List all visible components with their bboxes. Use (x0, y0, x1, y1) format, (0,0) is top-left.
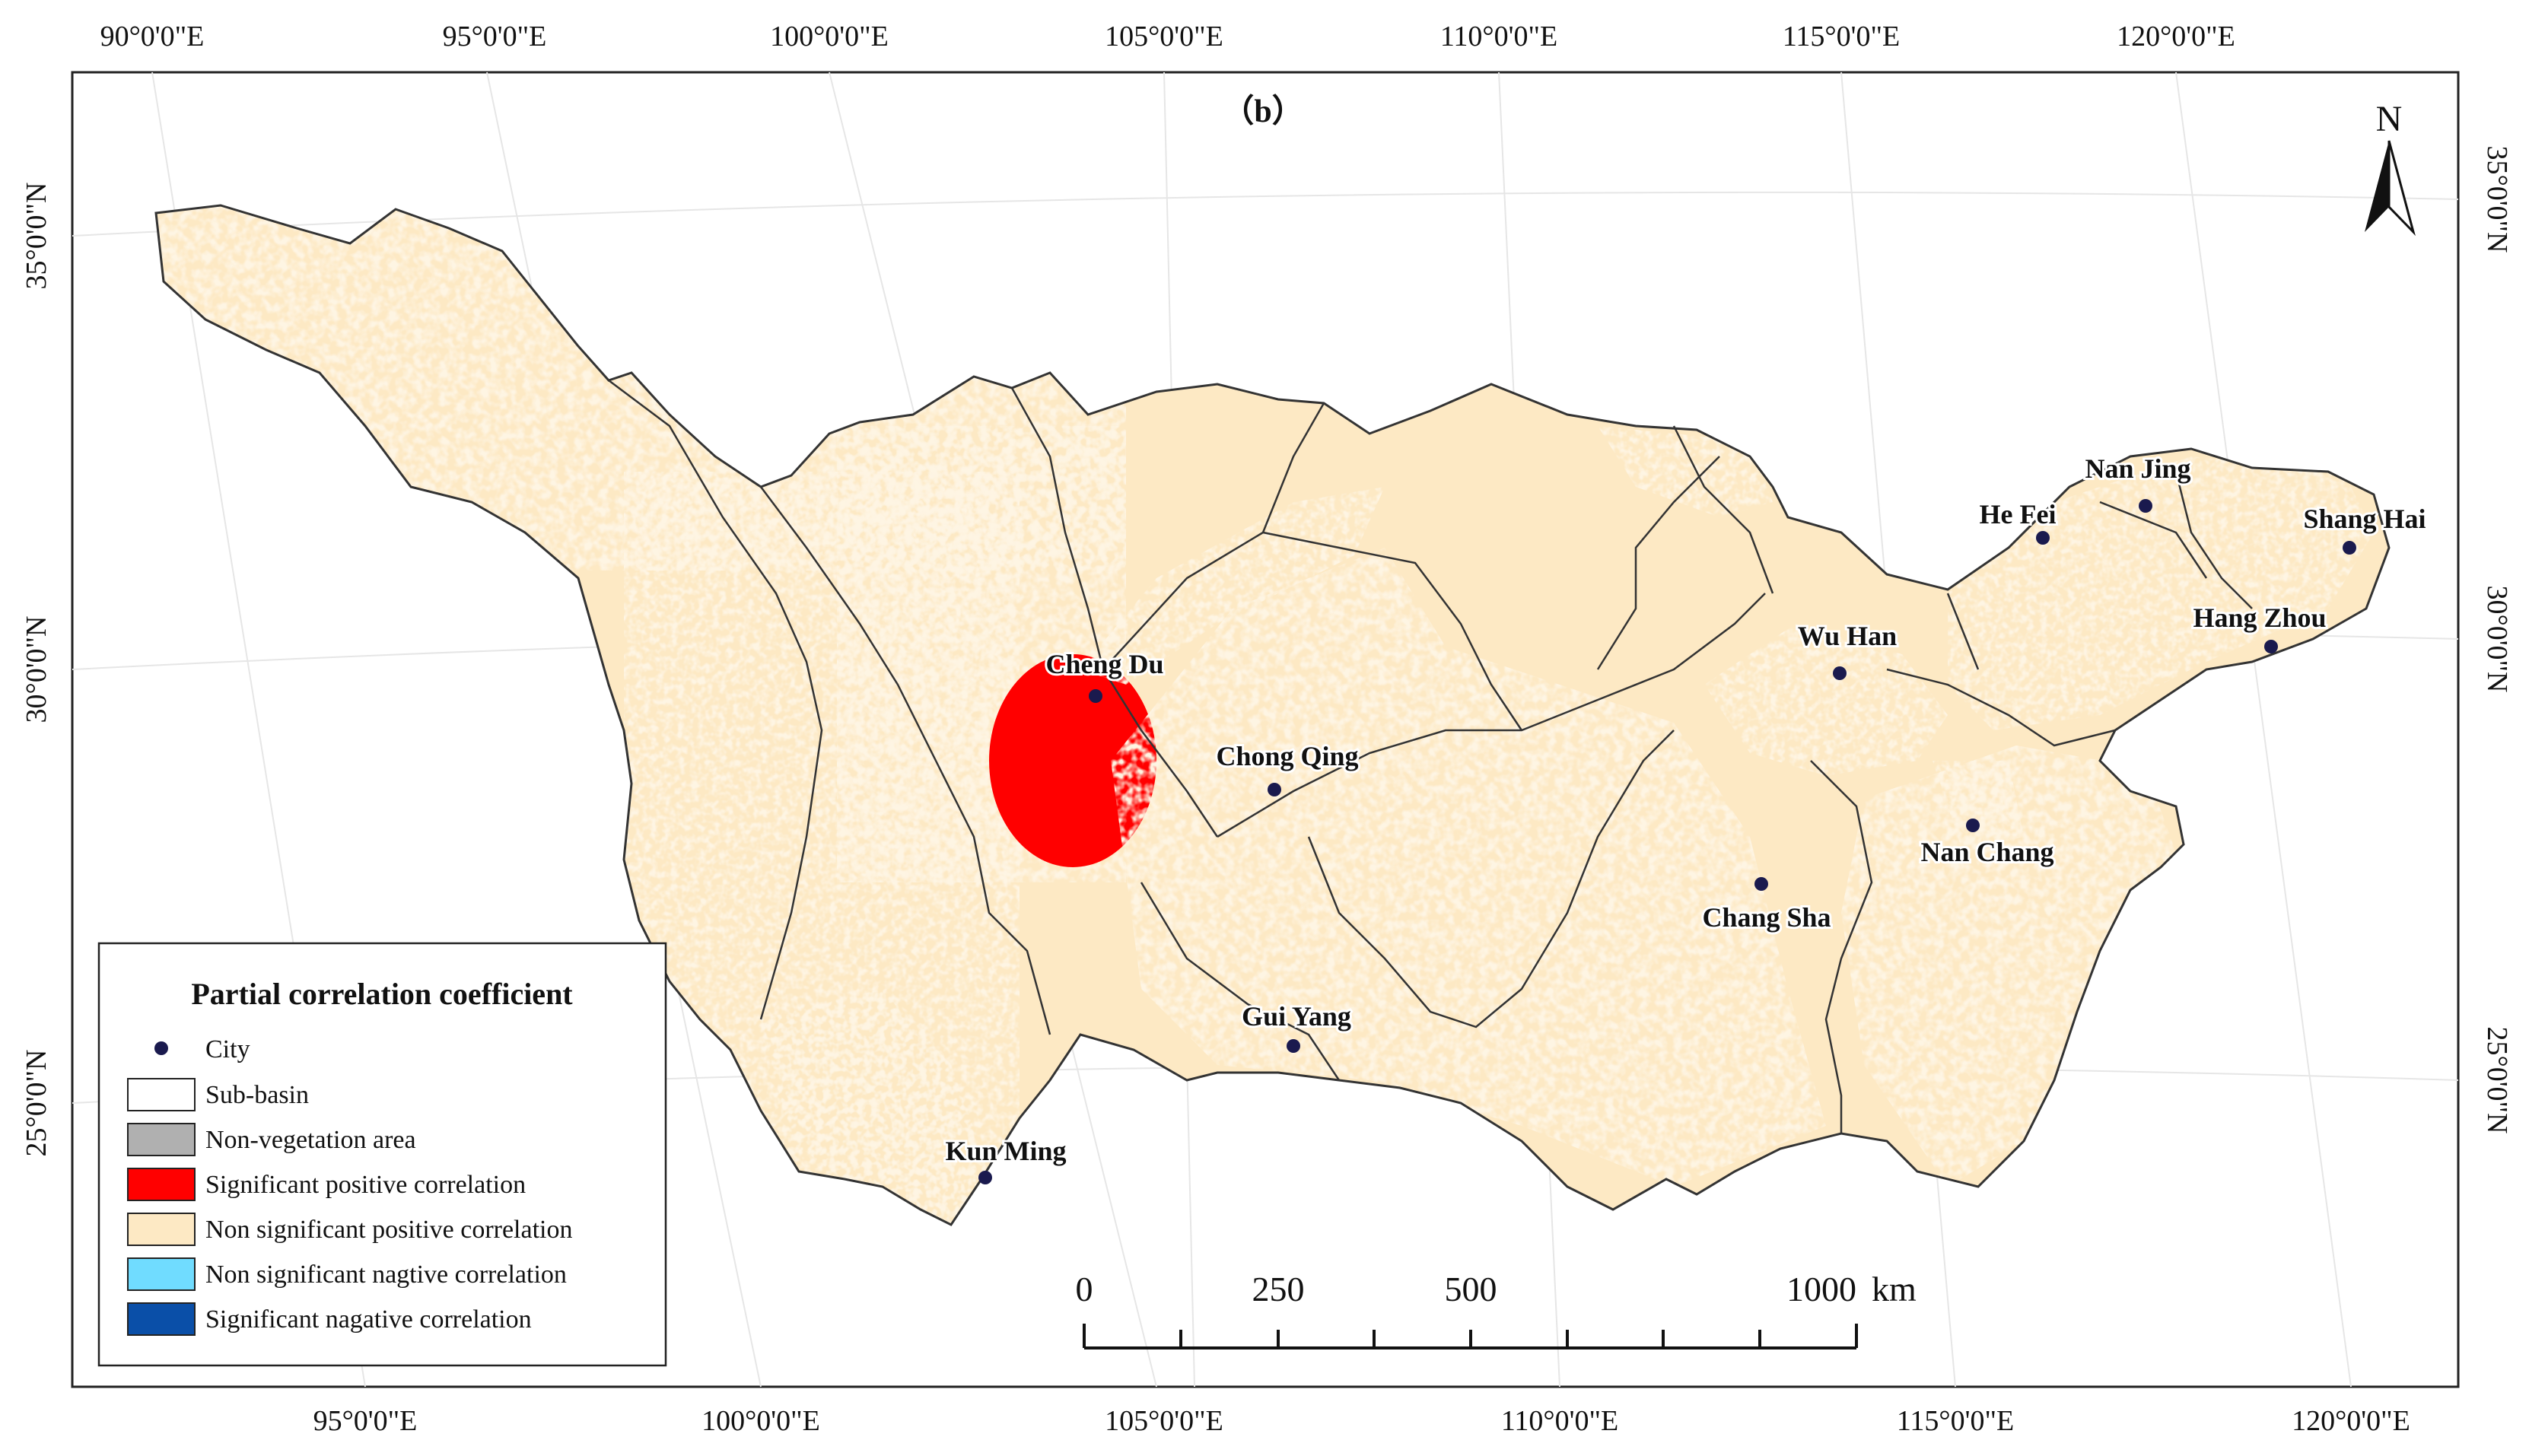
bottom-lon-label: 100°0'0"E (701, 1405, 820, 1437)
north-arrow-icon (2365, 141, 2389, 232)
city-nan-chang: Nan Chang (1918, 819, 2057, 869)
city-label: He Fei (1980, 499, 2057, 529)
legend-item-nonsig-positive: Non significant positive correlation (127, 1213, 573, 1246)
legend-item-label: Non significant nagtive correlation (205, 1260, 567, 1289)
top-lon-label: 90°0'0"E (100, 21, 205, 52)
city-chang-sha: Chang Sha (1700, 877, 1834, 935)
city-marker (1287, 1039, 1300, 1053)
city-marker (1089, 689, 1102, 703)
legend-item-sig-negative: Significant nagative correlation (127, 1302, 532, 1336)
panel-label: （b） (1222, 94, 1303, 129)
legend-item-sub-basin: Sub-basin (127, 1078, 309, 1111)
city-cheng-du: Cheng Du (1043, 647, 1166, 703)
city-dot-icon (154, 1041, 168, 1055)
legend-swatch (127, 1213, 196, 1246)
city-hang-zhou: Hang Zhou (2190, 600, 2329, 653)
city-marker (2343, 541, 2356, 555)
legend-swatch (127, 1257, 196, 1291)
city-label: Wu Han (1798, 621, 1897, 651)
city-marker (1268, 783, 1281, 796)
city-wu-han: Wu Han (1796, 618, 1899, 680)
bottom-lon-label: 105°0'0"E (1105, 1405, 1223, 1437)
city-label: Cheng Du (1045, 649, 1163, 679)
city-label: Nan Chang (1920, 837, 2053, 867)
scale-bar: 0 250 500 1000 km (1076, 1270, 1917, 1350)
legend-item-label: Sub-basin (205, 1081, 309, 1109)
right-lat-label: 25°0'0"N (2481, 1027, 2513, 1134)
sub-basin-boundaries (608, 380, 2253, 1133)
city-marker (1833, 666, 1847, 680)
scale-label-500: 500 (1445, 1270, 1497, 1308)
legend-swatch (127, 1168, 196, 1201)
city-label: Gui Yang (1242, 1001, 1351, 1032)
city-marker (2139, 499, 2152, 513)
city-label: Kun Ming (945, 1136, 1066, 1166)
scale-label-0: 0 (1076, 1270, 1093, 1308)
legend-swatch (127, 1123, 196, 1156)
city-label: Chong Qing (1216, 741, 1358, 771)
city-marker (2264, 640, 2278, 653)
city-marker (978, 1171, 992, 1184)
left-lat-label: 35°0'0"N (21, 183, 52, 290)
top-lon-label: 115°0'0"E (1783, 21, 1900, 52)
cities: Cheng Du Chong Qing Gui Yang Kun Ming Ch… (943, 451, 2429, 1184)
legend-swatch (127, 1302, 196, 1336)
legend-item-city: City (154, 1035, 250, 1063)
city-gui-yang: Gui Yang (1239, 999, 1354, 1053)
bottom-lon-label: 115°0'0"E (1897, 1405, 2014, 1437)
right-lat-label: 35°0'0"N (2481, 146, 2513, 253)
bottom-lon-label: 95°0'0"E (313, 1405, 418, 1437)
city-shang-hai: Shang Hai (2301, 501, 2429, 555)
city-marker (1754, 877, 1768, 891)
left-lat-label: 25°0'0"N (21, 1050, 52, 1157)
bottom-lon-labels: 95°0'0"E 100°0'0"E 105°0'0"E 110°0'0"E 1… (313, 1405, 2410, 1437)
top-lon-label: 120°0'0"E (2117, 21, 2235, 52)
legend-item-non-vegetation: Non-vegetation area (127, 1123, 416, 1156)
right-lat-label: 30°0'0"N (2481, 586, 2513, 693)
city-nan-jing: Nan Jing (2082, 451, 2193, 513)
legend-item-label: City (205, 1035, 250, 1063)
bottom-lon-label: 120°0'0"E (2292, 1405, 2410, 1437)
legend-item-label: Significant nagative correlation (205, 1305, 532, 1334)
legend: Partial correlation coefficient City Sub… (97, 942, 667, 1367)
bottom-lon-label: 110°0'0"E (1501, 1405, 1618, 1437)
city-label: Chang Sha (1702, 902, 1831, 933)
legend-item-label: Non-vegetation area (205, 1126, 416, 1154)
city-marker (2036, 531, 2050, 545)
city-he-fei: He Fei (1977, 497, 2058, 545)
top-lon-label: 105°0'0"E (1105, 21, 1223, 52)
legend-swatch (127, 1078, 196, 1111)
legend-item-sig-positive: Significant positive correlation (127, 1168, 526, 1201)
legend-title: Partial correlation coefficient (191, 977, 573, 1011)
top-lon-label: 110°0'0"E (1440, 21, 1557, 52)
city-chong-qing: Chong Qing (1214, 739, 1361, 796)
scale-label-1000: 1000 (1786, 1270, 1856, 1308)
left-lat-label: 30°0'0"N (21, 616, 52, 723)
legend-item-label: Significant positive correlation (205, 1171, 526, 1199)
left-lat-labels: 35°0'0"N 30°0'0"N 25°0'0"N (21, 183, 52, 1157)
city-label: Shang Hai (2303, 504, 2426, 534)
top-lon-label: 100°0'0"E (770, 21, 889, 52)
north-arrow: N (2365, 99, 2416, 237)
city-kun-ming: Kun Ming (943, 1133, 1069, 1184)
legend-item-nonsig-negative: Non significant nagtive correlation (127, 1257, 567, 1291)
scale-unit: km (1872, 1270, 1917, 1308)
right-lat-labels: 35°0'0"N 30°0'0"N 25°0'0"N (2481, 146, 2513, 1134)
city-label: Hang Zhou (2193, 602, 2326, 633)
city-marker (1966, 819, 1980, 832)
top-lon-labels: 90°0'0"E 95°0'0"E 100°0'0"E 105°0'0"E 11… (100, 21, 2235, 52)
legend-item-label: Non significant positive correlation (205, 1216, 573, 1244)
top-lon-label: 95°0'0"E (443, 21, 547, 52)
scale-label-250: 250 (1252, 1270, 1305, 1308)
north-arrow-label: N (2376, 99, 2403, 139)
city-label: Nan Jing (2085, 453, 2190, 484)
